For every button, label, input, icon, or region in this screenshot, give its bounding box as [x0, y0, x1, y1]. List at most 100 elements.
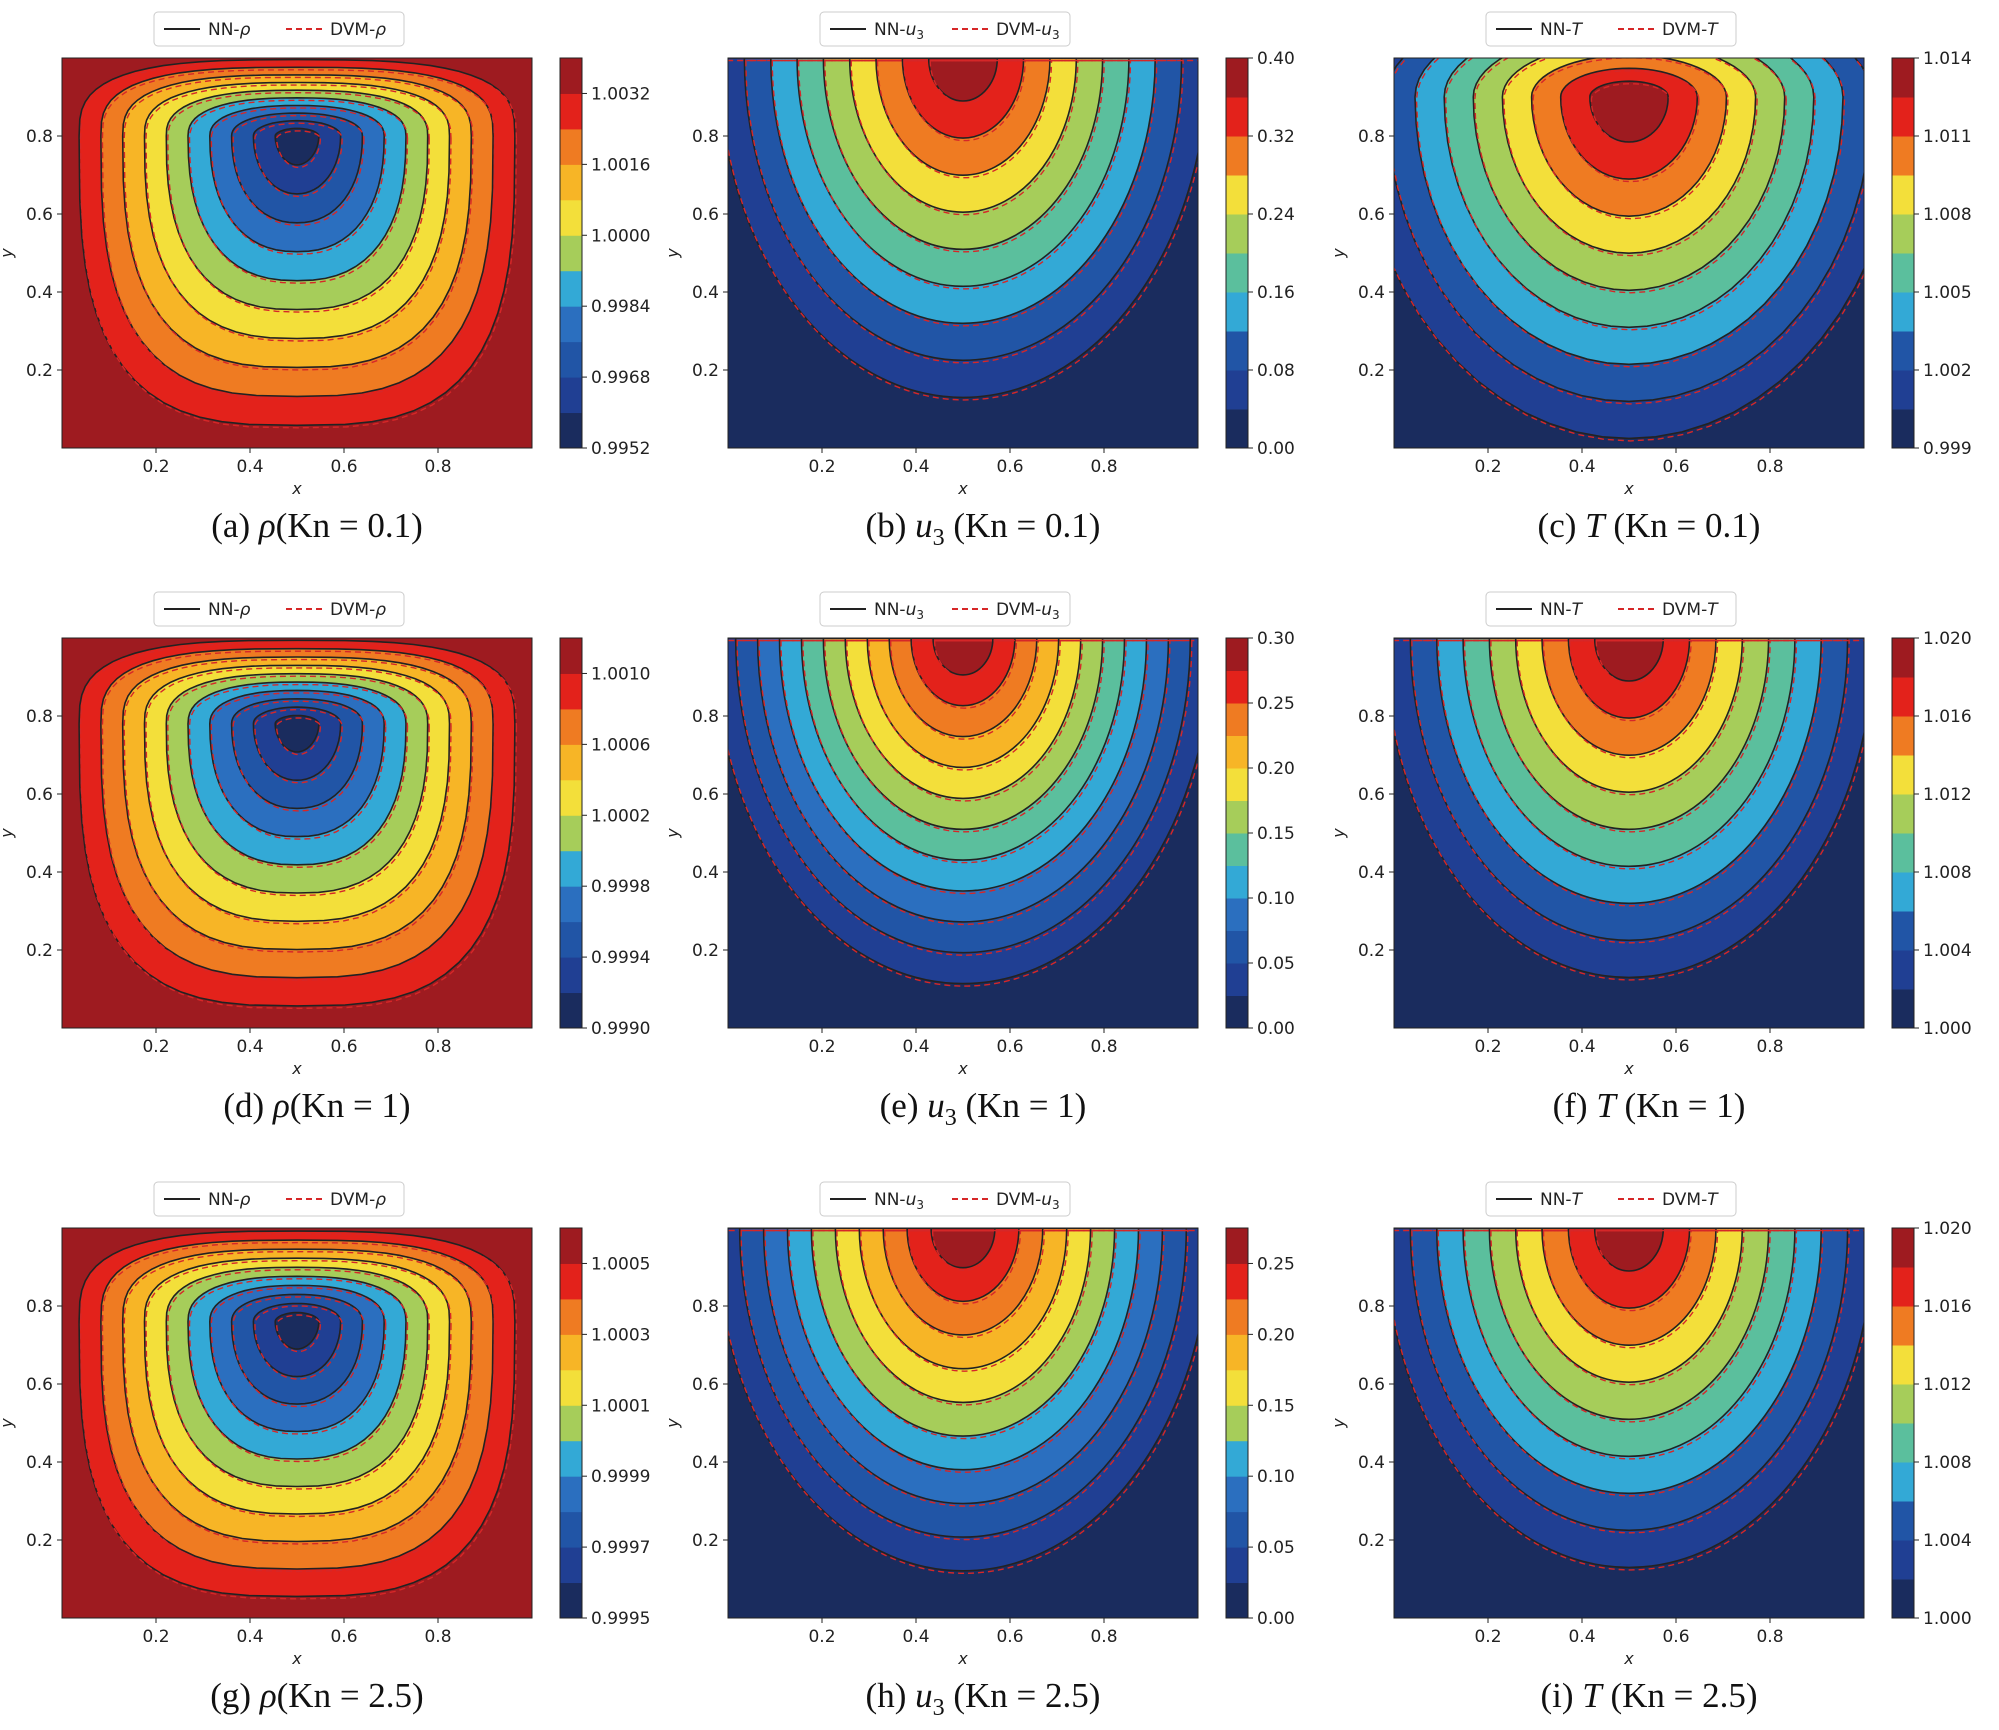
dvm-contour-line [812, 1229, 1117, 1440]
colorbar-segment [1892, 214, 1914, 254]
colorbar-segment [1226, 963, 1248, 996]
colorbar-tick-label: 0.9998 [591, 877, 650, 897]
colorbar-tick-label: 0.9995 [591, 1609, 650, 1629]
panel-i: 0.2 0.4 0.6 0.8 0.2 0.4 0.6 0.8 x y 1.020 1.016 1.01… [1332, 1170, 1998, 1730]
colorbar: 0.40 0.32 0.24 0.16 0.08 0.00 [1225, 49, 1295, 459]
nn-contour-line [165, 672, 429, 894]
x-tick-label: 0.2 [142, 457, 169, 477]
nn-contour-line [1559, 67, 1699, 180]
colorbar-segment [560, 850, 582, 887]
y-tick-label: 0.4 [692, 283, 719, 303]
nn-contour-line [78, 1230, 516, 1598]
caption-e: (e) u3 (Kn = 1) [879, 1086, 1087, 1131]
contour-fill-level [275, 1312, 319, 1350]
nn-contour-line [1593, 638, 1665, 682]
y-tick-label: 0.6 [692, 785, 719, 805]
dvm-contour-line [1394, 1229, 1864, 1571]
dvm-contour-line [889, 639, 1040, 740]
colorbar-segment [1892, 989, 1914, 1029]
colorbar-segment [1226, 1334, 1248, 1371]
x-tick-label: 0.4 [1568, 457, 1595, 477]
colorbar-tick-label: 0.25 [1257, 694, 1295, 714]
colorbar-segment [560, 1298, 582, 1335]
dvm-contour-line [232, 1296, 365, 1408]
nn-contour-line [274, 127, 320, 166]
x-tick-label: 0.2 [142, 1627, 169, 1647]
dvm-contour-line [728, 639, 1198, 987]
x-tick-label: 0.8 [1756, 1037, 1783, 1057]
panel-f: 0.2 0.4 0.6 0.8 0.2 0.4 0.6 0.8 x y 1.020 1.016 1.01… [1332, 580, 1998, 1140]
colorbar-tick-label: 0.10 [1257, 889, 1295, 909]
colorbar-segment [1892, 1501, 1914, 1541]
contour-chart-c: 0.2 0.4 0.6 0.8 0.2 0.4 0.6 0.8 x y 1.014 1.011 1.00… [1332, 11, 1972, 498]
nn-contour-line [1435, 638, 1823, 905]
colorbar-segment [1226, 1369, 1248, 1406]
dvm-contour-line [145, 84, 452, 342]
nn-contour-line [1462, 638, 1796, 868]
nn-contour-line [187, 1275, 407, 1460]
colorbar-tick-label: 1.0001 [591, 1396, 650, 1416]
plot-frame [727, 1227, 1199, 1619]
colorbar-segment [1226, 292, 1248, 332]
nn-contour-line [822, 638, 1104, 831]
colorbar-tick-label: 0.20 [1257, 759, 1295, 779]
dvm-contour-line [210, 1287, 387, 1435]
colorbar-tick-label: 1.020 [1923, 1219, 1972, 1239]
y-tick-label: 0.2 [692, 941, 719, 961]
colorbar-tick-label: 0.15 [1257, 1396, 1295, 1416]
colorbar-tick-label: 1.000 [1923, 1609, 1972, 1629]
y-tick-label: 0.6 [692, 1375, 719, 1395]
colorbar-segment [560, 1547, 582, 1584]
y-tick-label: 0.4 [26, 283, 53, 303]
nn-contour-line [1414, 58, 1844, 366]
legend-dvm-label: DVM-T [1662, 20, 1719, 40]
nn-contour-line [121, 74, 473, 369]
x-tick-label: 0.4 [1568, 1037, 1595, 1057]
dvm-contour-line [740, 1229, 1189, 1541]
contour-chart-e: 0.20.40.60.80.20.40.60.8xy0.300.250.200.… [666, 591, 1295, 1078]
nn-contour-line [208, 104, 386, 253]
dvm-contour-line [868, 639, 1061, 771]
x-axis-label: x [1623, 1059, 1634, 1078]
legend-nn-label: NN-u3 [874, 1190, 924, 1212]
colorbar-segment [560, 708, 582, 745]
nn-contour-line [822, 58, 1104, 251]
y-tick-label: 0.8 [692, 707, 719, 727]
x-axis-label: x [957, 1059, 968, 1078]
colorbar-tick-label: 0.9999 [591, 1467, 650, 1487]
caption-b: (b) u3 (Kn = 0.1) [865, 506, 1101, 551]
y-tick-label: 0.4 [1358, 283, 1385, 303]
colorbar-tick-label: 0.05 [1257, 1538, 1295, 1558]
colorbar-segment [1226, 898, 1248, 931]
colorbar-tick-label: 0.9994 [591, 948, 650, 968]
y-tick-label: 0.2 [1358, 1531, 1385, 1551]
dvm-contour-line [232, 700, 365, 812]
colorbar-segment [1892, 58, 1914, 98]
legend: NN-u3 DVM-u3 [819, 1181, 1071, 1217]
dvm-contour-line [1590, 82, 1671, 146]
panel-a: 0.20.40.60.80.20.40.60.8xy1.00321.00161.… [0, 0, 666, 560]
dvm-contour-line [275, 1314, 322, 1353]
colorbar-segment [560, 306, 582, 343]
colorbar-segment [1226, 136, 1248, 176]
x-tick-label: 0.6 [996, 457, 1023, 477]
nn-contour-line [100, 66, 494, 398]
nn-contour-line [1593, 1228, 1665, 1272]
nn-contour-line [165, 1266, 429, 1488]
caption-d: (d) ρ(Kn = 1) [223, 1086, 411, 1125]
colorbar-segment [560, 1476, 582, 1513]
colorbar-segment [560, 957, 582, 994]
dvm-contour-line [1561, 70, 1700, 183]
colorbar-segment [1226, 1263, 1248, 1300]
x-axis-label: x [957, 479, 968, 498]
colorbar-segment [1226, 1511, 1248, 1548]
caption-h: (h) u3 (Kn = 2.5) [865, 1676, 1101, 1721]
colorbar-tick-label: 0.25 [1257, 1254, 1295, 1274]
colorbar-segment [1892, 872, 1914, 912]
dvm-contour-line [1394, 58, 1864, 405]
colorbar-segment [1226, 1405, 1248, 1442]
dvm-contour-line [1516, 1229, 1745, 1386]
dvm-contour-line [876, 59, 1053, 179]
dvm-contour-line [167, 675, 430, 897]
nn-contour-line [252, 1302, 342, 1378]
